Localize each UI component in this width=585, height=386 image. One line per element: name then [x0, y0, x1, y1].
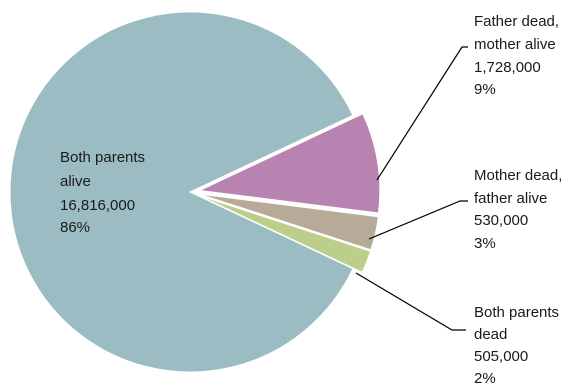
label-count: 530,000 — [474, 212, 528, 229]
label-line: alive — [60, 173, 91, 190]
label-count: 16,816,000 — [60, 197, 135, 214]
slice-label-mother-dead: Mother dead, father alive 530,000 3% — [474, 167, 562, 252]
slice-label-both-dead: Both parents dead 505,000 2% — [474, 304, 559, 386]
label-percent: 3% — [474, 235, 496, 252]
pie-slices — [9, 11, 381, 373]
slice-both-parents-alive — [9, 11, 354, 373]
leader-line-both-dead — [355, 272, 466, 331]
slice-label-father-dead: Father dead, mother alive 1,728,000 9% — [474, 13, 559, 98]
label-line: Father dead, — [474, 13, 559, 30]
label-count: 1,728,000 — [474, 59, 541, 76]
label-percent: 9% — [474, 81, 496, 98]
label-percent: 86% — [60, 219, 90, 236]
label-line: dead — [474, 326, 507, 343]
label-count: 505,000 — [474, 348, 528, 365]
label-line: Mother dead, — [474, 167, 562, 184]
slice-both-dead — [199, 195, 372, 273]
slice-label-both-parents-alive: Both parents alive 16,816,000 86% — [60, 149, 145, 236]
slice-mother-dead — [199, 193, 379, 251]
label-line: Both parents — [474, 304, 559, 321]
label-line: Both parents — [60, 149, 145, 166]
label-line: mother alive — [474, 36, 556, 53]
leader-lines — [355, 46, 468, 331]
label-percent: 2% — [474, 370, 496, 386]
label-line: father alive — [474, 190, 547, 207]
leader-line-father-dead — [376, 46, 468, 181]
leader-line-mother-dead — [368, 200, 468, 240]
slice-father-dead — [198, 113, 381, 214]
